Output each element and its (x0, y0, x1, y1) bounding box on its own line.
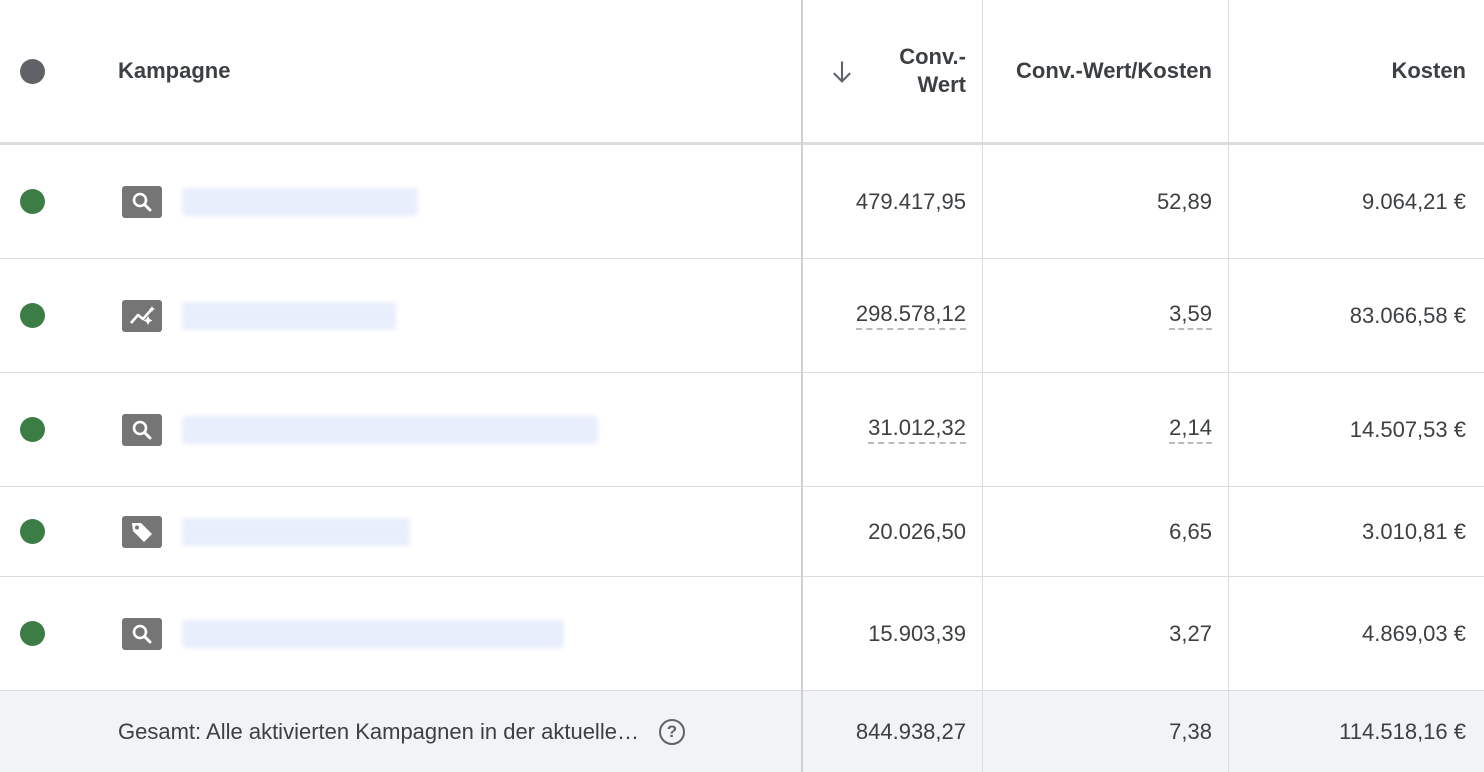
table-header: Kampagne Conv.- Wert Conv.-Wert/Kosten K… (0, 0, 1484, 145)
conv-value[interactable]: 298.578,12 (855, 301, 966, 330)
conv-value-header[interactable]: Conv.- Wert (804, 0, 982, 142)
campaign-name-redacted[interactable] (182, 301, 396, 330)
conv-value[interactable]: 31.012,32 (868, 415, 966, 444)
conv-value-cost-header-label[interactable]: Conv.-Wert/Kosten (1016, 58, 1212, 83)
cost: 9.064,21 € (1362, 188, 1466, 214)
help-icon[interactable]: ? (658, 718, 685, 745)
conv-value: 479.417,95 (855, 188, 966, 214)
column-divider (982, 0, 983, 772)
cost: 4.869,03 € (1362, 620, 1466, 646)
table-row[interactable]: 15.903,39 3,27 4.869,03 € (0, 577, 1484, 691)
table-row[interactable]: 479.417,95 52,89 9.064,21 € (0, 145, 1484, 259)
table-row[interactable]: 298.578,12 3,59 83.066,58 € (0, 259, 1484, 373)
status-enabled-dot-icon[interactable] (20, 519, 45, 544)
total-conv-value-cost: 7,38 (1169, 718, 1212, 744)
conv-value-cost: 3,27 (1169, 620, 1212, 646)
conv-value: 20.026,50 (868, 518, 966, 544)
campaign-header[interactable]: Kampagne (118, 0, 798, 142)
status-enabled-dot-icon[interactable] (20, 189, 45, 214)
conv-value-cost: 6,65 (1169, 518, 1212, 544)
cost: 14.507,53 € (1349, 416, 1466, 442)
table-row[interactable]: 31.012,32 2,14 14.507,53 € (0, 373, 1484, 487)
conv-value-cost[interactable]: 3,59 (1169, 301, 1212, 330)
status-header-cell[interactable] (20, 0, 60, 142)
conv-value-cost[interactable]: 2,14 (1169, 415, 1212, 444)
cost: 83.066,58 € (1349, 302, 1466, 328)
status-enabled-dot-icon[interactable] (20, 417, 45, 442)
search-icon (122, 185, 162, 218)
search-icon (122, 413, 162, 446)
conv-value-cost-header[interactable]: Conv.-Wert/Kosten (984, 0, 1228, 142)
cost: 3.010,81 € (1362, 518, 1466, 544)
campaign-name-redacted[interactable] (182, 415, 598, 444)
total-cost: 114.518,16 € (1339, 718, 1466, 744)
total-conv-value: 844.938,27 (855, 718, 966, 744)
status-enabled-dot-icon[interactable] (20, 621, 45, 646)
table-row[interactable]: 20.026,50 6,65 3.010,81 € (0, 487, 1484, 577)
total-row: Gesamt: Alle aktivierten Kampagnen in de… (0, 691, 1484, 772)
status-dot-icon[interactable] (20, 58, 45, 84)
campaign-name-redacted[interactable] (182, 517, 410, 546)
cost-header[interactable]: Kosten (1230, 0, 1484, 142)
cost-header-label[interactable]: Kosten (1391, 58, 1466, 83)
conv-value-cost: 52,89 (1156, 188, 1212, 214)
campaign-name-redacted[interactable] (182, 619, 564, 648)
campaign-header-label[interactable]: Kampagne (118, 58, 231, 83)
total-label: Gesamt: Alle aktivierten Kampagnen in de… (118, 718, 639, 744)
shopping-tag-icon (122, 515, 162, 548)
status-enabled-dot-icon[interactable] (20, 303, 45, 328)
search-icon (122, 617, 162, 650)
conv-value-header-label[interactable]: Conv.- Wert (899, 44, 966, 97)
column-divider (801, 0, 803, 772)
arrow-down-icon[interactable] (828, 58, 856, 86)
conv-value: 15.903,39 (868, 620, 966, 646)
campaign-name-redacted[interactable] (182, 187, 418, 216)
performance-max-icon (122, 299, 162, 332)
column-divider (1228, 0, 1229, 772)
